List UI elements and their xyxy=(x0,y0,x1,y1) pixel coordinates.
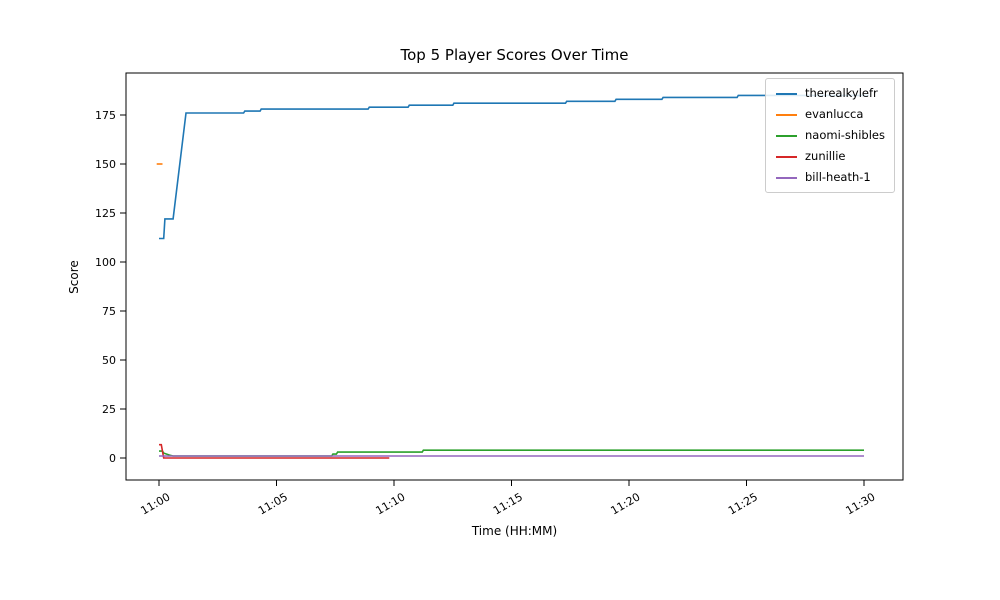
legend-entry-evanlucca: evanlucca xyxy=(776,108,884,121)
legend: therealkylefr evanlucca naomi-shibles zunil… xyxy=(765,78,895,193)
legend-entry-therealkylefr: therealkylefr xyxy=(776,87,884,100)
legend-entry-naomi-shibles: naomi-shibles xyxy=(776,127,885,142)
legend-label: naomi-shibles xyxy=(805,127,885,142)
legend-swatch xyxy=(776,176,797,179)
x-tick-label: 11:10 xyxy=(374,490,408,517)
legend-swatch xyxy=(776,134,797,137)
legend-label: therealkylefr xyxy=(805,85,878,100)
legend-label: zunillie xyxy=(805,148,846,163)
x-axis-label: Time (HH:MM) xyxy=(471,524,558,538)
legend-entry-zunillie: zunillie xyxy=(776,150,884,163)
series-line-naomi-shibles xyxy=(159,449,864,457)
legend-swatch xyxy=(776,155,797,158)
y-tick-label: 25 xyxy=(102,403,116,416)
y-tick-label: 75 xyxy=(102,305,116,318)
x-tick-label: 11:25 xyxy=(726,490,760,517)
y-tick-label: 125 xyxy=(95,207,116,220)
x-tick-label: 11:05 xyxy=(256,490,290,517)
x-tick-label: 11:30 xyxy=(844,490,878,517)
x-tick-label: 11:20 xyxy=(609,490,643,517)
legend-label: evanlucca xyxy=(805,106,864,121)
y-tick-label: 175 xyxy=(95,109,116,122)
x-tick-label: 11:00 xyxy=(139,490,173,517)
y-tick-label: 50 xyxy=(102,354,116,367)
legend-entry-bill-heath-1: bill-heath-1 xyxy=(776,171,884,184)
legend-label: bill-heath-1 xyxy=(805,169,871,184)
legend-swatch xyxy=(776,92,797,95)
series-line-zunillie xyxy=(159,443,390,459)
legend-swatch xyxy=(776,113,797,116)
axes-frame xyxy=(125,72,904,481)
chart-title: Top 5 Player Scores Over Time xyxy=(400,46,629,64)
y-tick-label: 0 xyxy=(109,452,116,465)
y-tick-label: 150 xyxy=(95,158,116,171)
y-tick-label: 100 xyxy=(95,256,116,269)
series-line-therealkylefr xyxy=(159,94,869,240)
y-axis-label: Score xyxy=(67,260,81,294)
x-tick-label: 11:15 xyxy=(491,490,525,517)
